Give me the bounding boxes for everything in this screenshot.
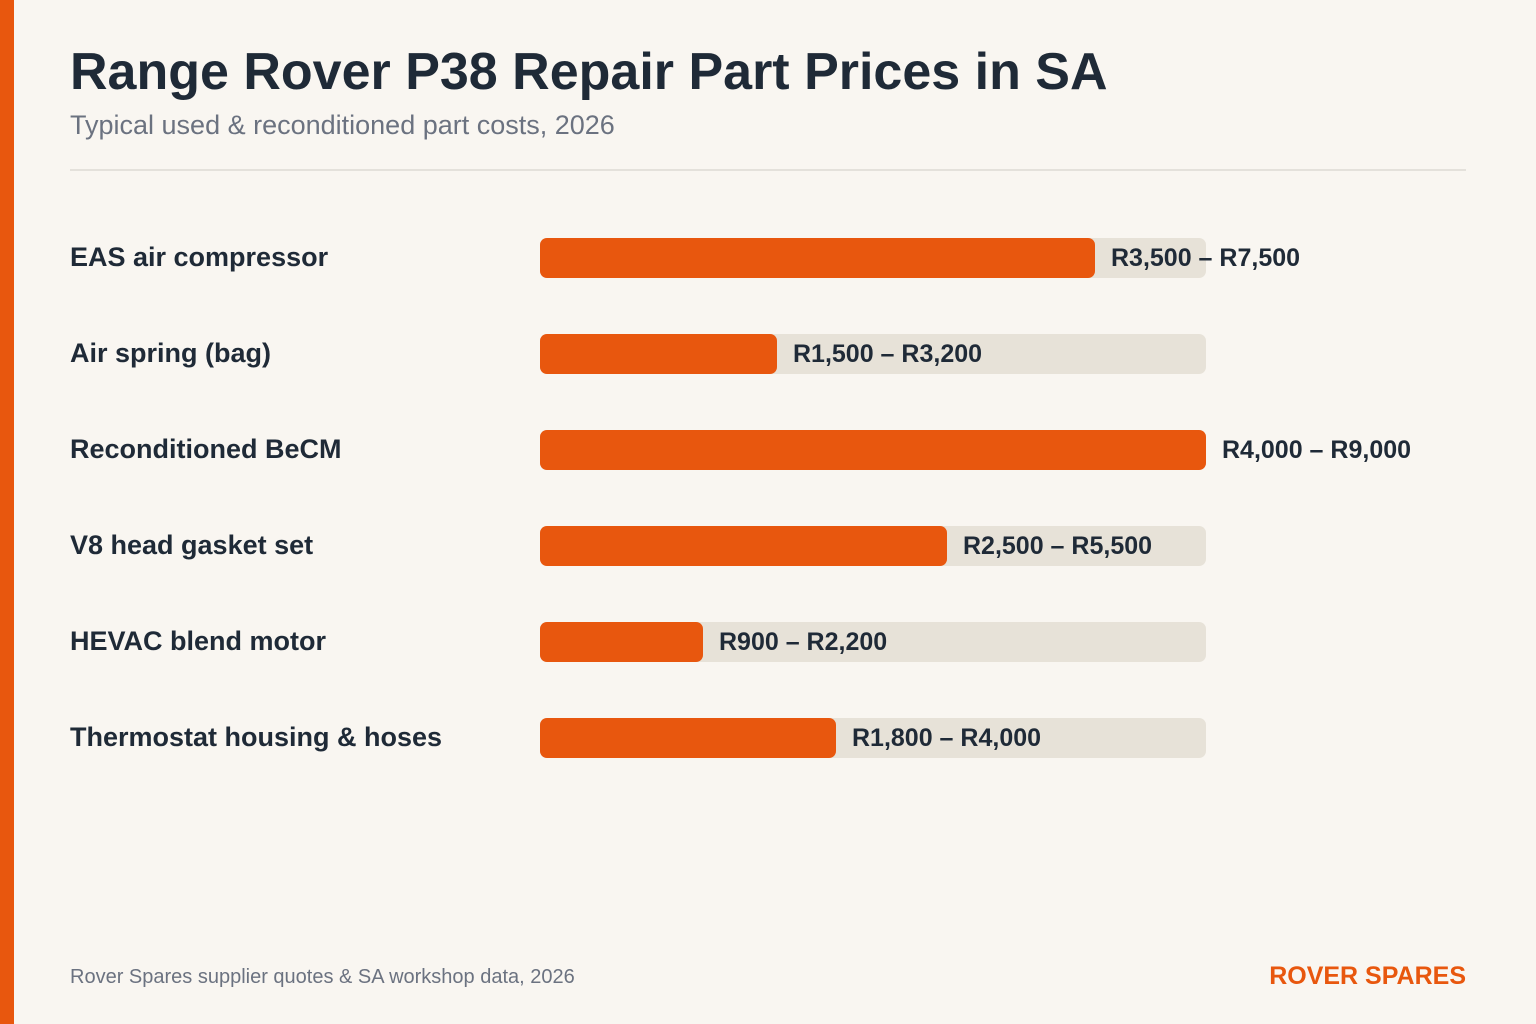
header-divider — [70, 169, 1466, 171]
value-label: R1,500 – R3,200 — [793, 340, 983, 368]
category-label: Air spring (bag) — [70, 338, 271, 368]
brand-logo: ROVER SPARES — [1269, 962, 1466, 990]
bar — [540, 334, 777, 374]
bar — [540, 430, 1206, 470]
category-label: Thermostat housing & hoses — [70, 722, 443, 752]
category-label: EAS air compressor — [70, 242, 329, 272]
value-label: R1,800 – R4,000 — [852, 724, 1042, 752]
value-label: R3,500 – R7,500 — [1111, 244, 1301, 272]
category-label: Reconditioned BeCM — [70, 434, 342, 464]
category-label: HEVAC blend motor — [70, 626, 326, 656]
category-label: V8 head gasket set — [70, 530, 314, 560]
source-note: Rover Spares supplier quotes & SA worksh… — [70, 966, 575, 988]
value-label: R2,500 – R5,500 — [963, 532, 1153, 560]
value-label: R900 – R2,200 — [719, 628, 888, 656]
accent-stripe — [0, 0, 14, 1024]
bar — [540, 622, 703, 662]
value-label: R4,000 – R9,000 — [1222, 436, 1412, 464]
chart-subtitle: Typical used & reconditioned part costs,… — [70, 110, 615, 140]
chart-title: Range Rover P38 Repair Part Prices in SA — [70, 43, 1108, 101]
bar — [540, 718, 836, 758]
bar — [540, 526, 947, 566]
bar — [540, 238, 1095, 278]
